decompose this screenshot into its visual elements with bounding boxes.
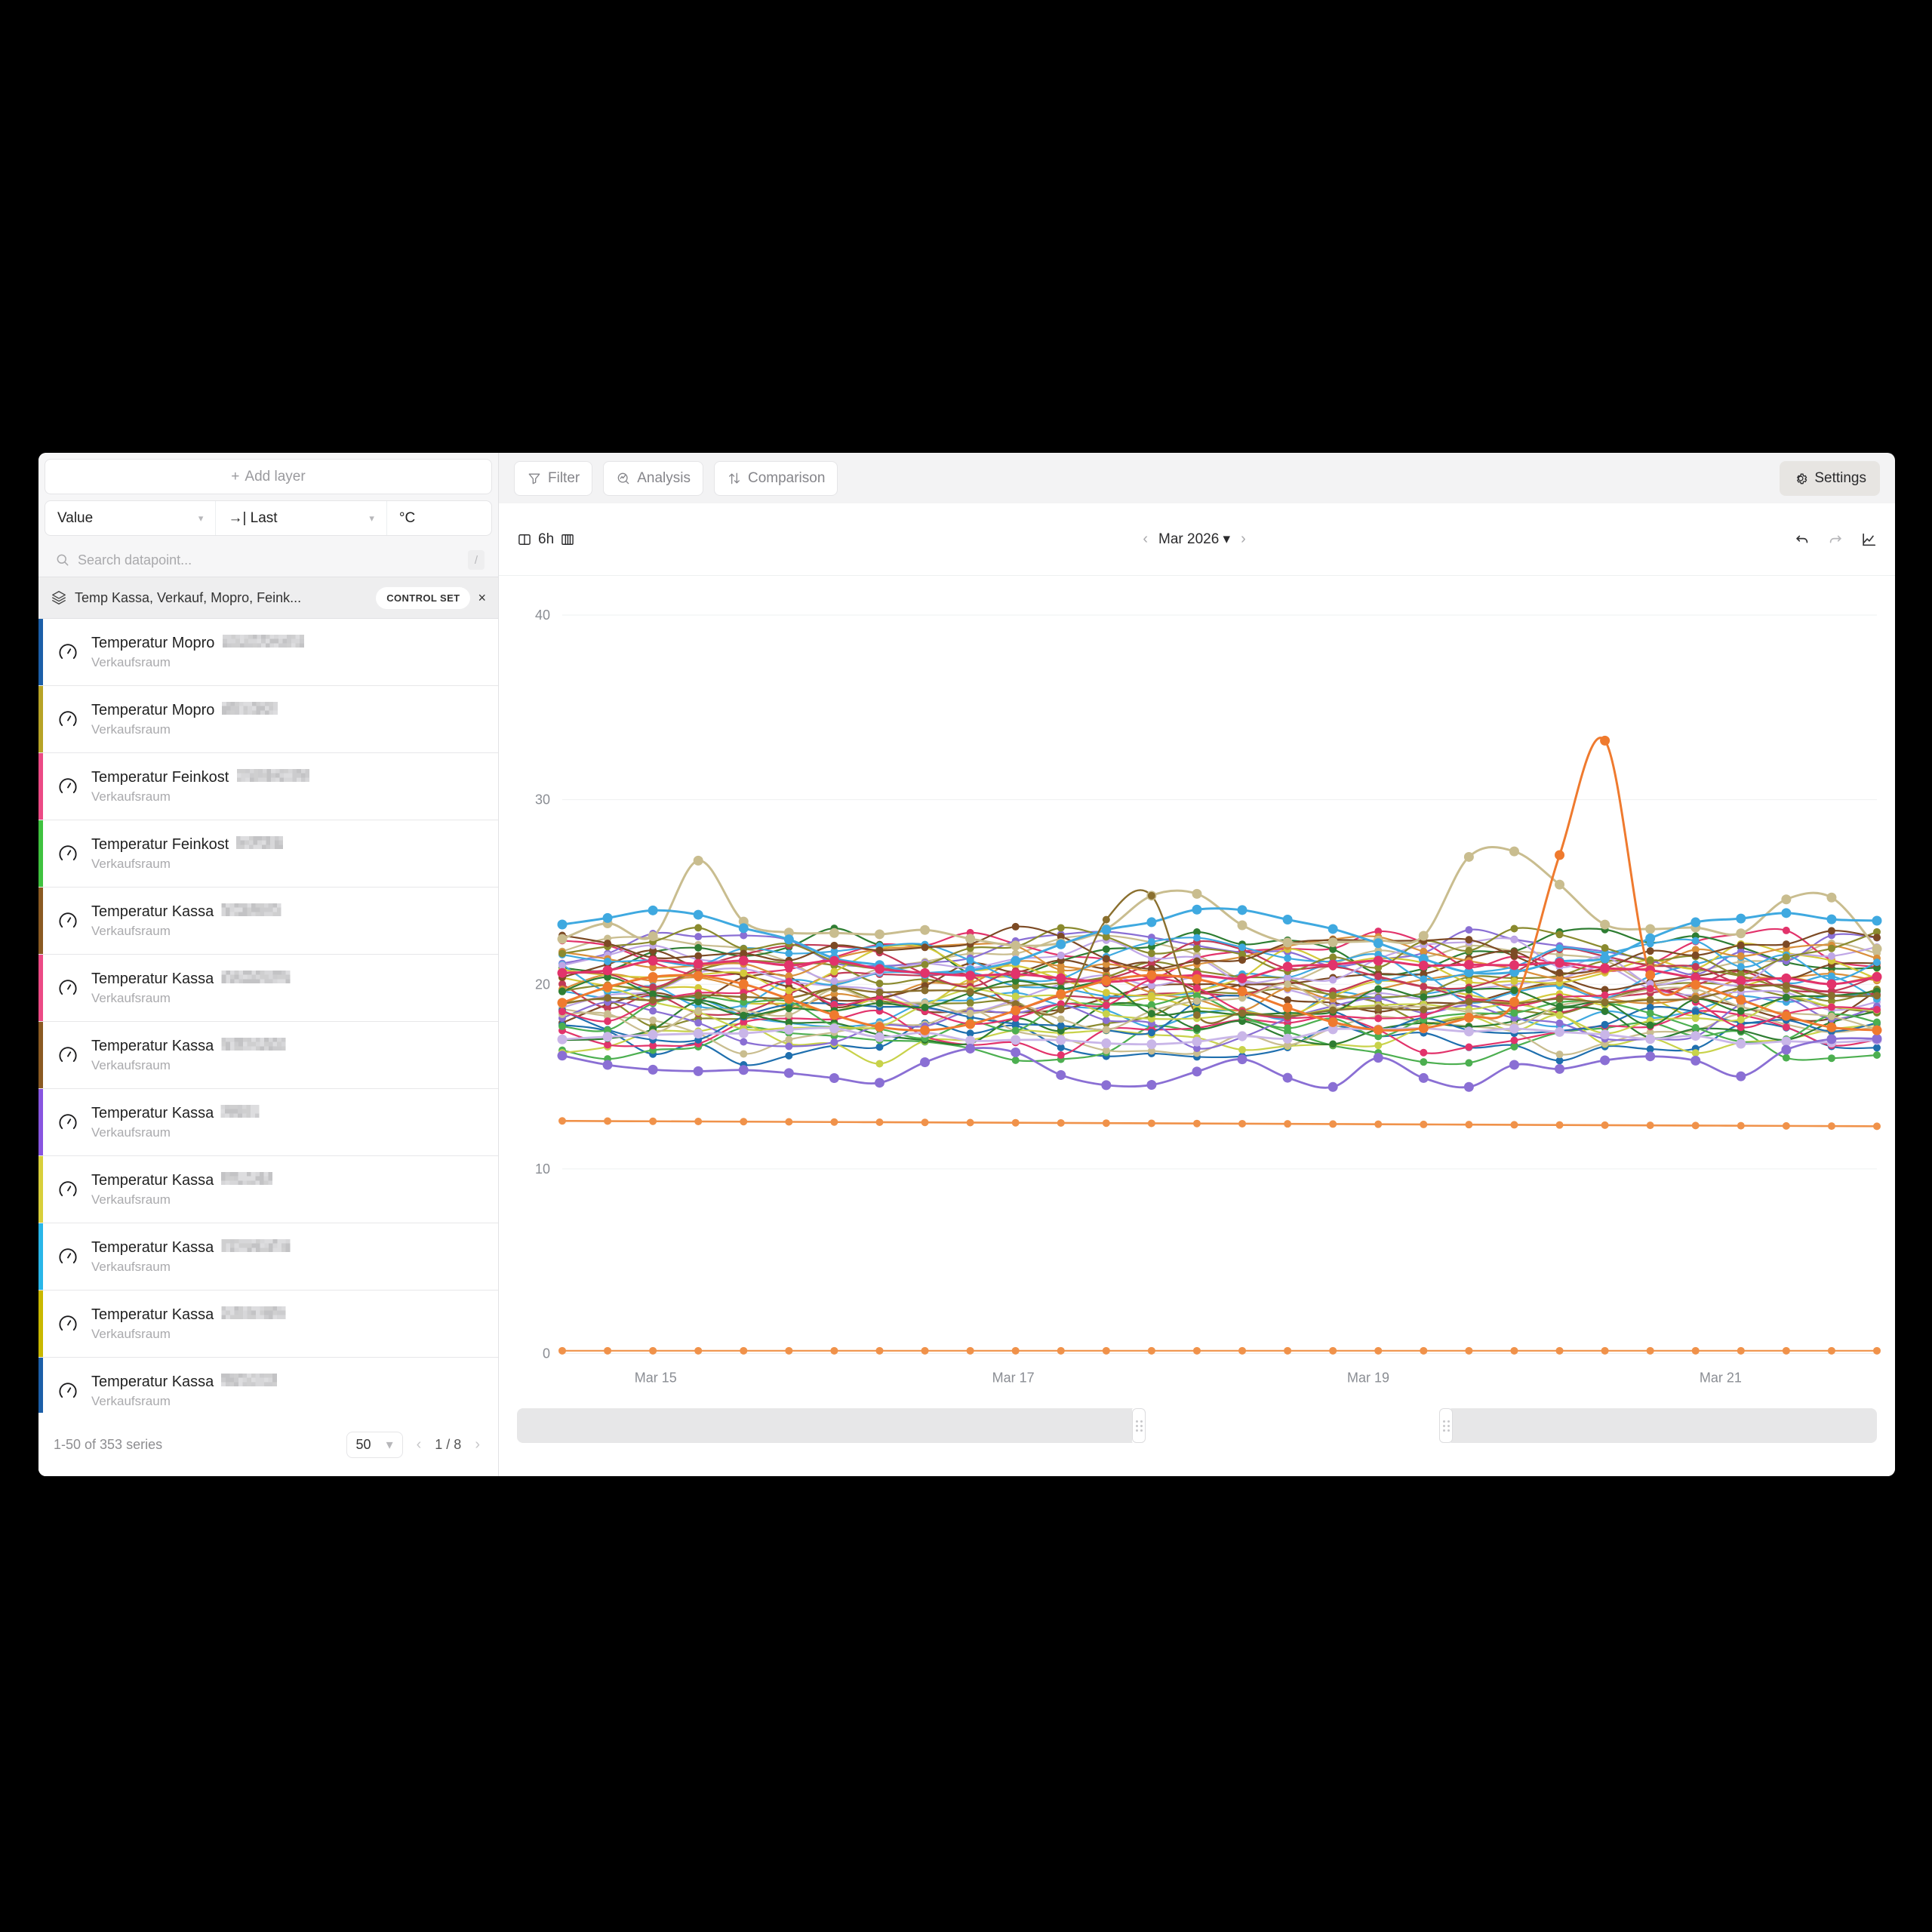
svg-text:Mar 17: Mar 17	[992, 1371, 1035, 1386]
svg-text:Mar 19: Mar 19	[1347, 1371, 1389, 1386]
svg-text:Mar 15: Mar 15	[635, 1371, 677, 1386]
svg-text:Mar 21: Mar 21	[1700, 1371, 1742, 1386]
svg-text:30: 30	[535, 792, 550, 808]
svg-text:10: 10	[535, 1161, 550, 1177]
svg-text:40: 40	[535, 608, 550, 623]
svg-text:0: 0	[543, 1346, 550, 1361]
svg-text:20: 20	[535, 977, 550, 992]
